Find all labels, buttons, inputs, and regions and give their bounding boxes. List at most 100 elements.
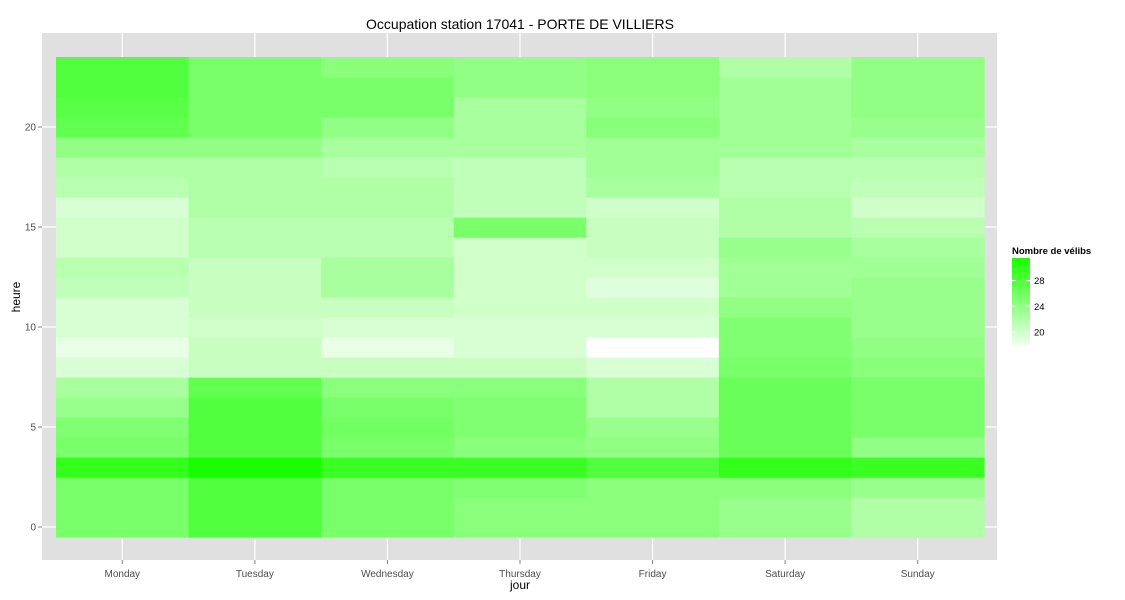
heatmap-cell: [718, 137, 853, 158]
heatmap-cell: [586, 197, 720, 218]
heatmap-cell: [56, 277, 190, 298]
heatmap-cell: [188, 337, 322, 358]
heatmap-cell: [453, 57, 587, 78]
heatmap-cell: [453, 197, 587, 218]
heatmap-cell: [453, 237, 587, 258]
heatmap-cell: [851, 237, 985, 258]
heatmap-cell: [56, 177, 190, 198]
heatmap-cell: [321, 397, 455, 418]
heatmap-cell: [718, 457, 853, 478]
heatmap-cell: [56, 477, 190, 498]
heatmap-cell: [586, 277, 720, 298]
x-tick-label: Tuesday: [236, 569, 274, 580]
heatmap-cell: [321, 57, 455, 78]
heatmap-cell: [321, 477, 455, 498]
heatmap-cell: [453, 377, 587, 398]
y-axis: 0 5 10 15 20: [25, 123, 42, 534]
heatmap-cell: [586, 377, 720, 398]
heatmap-cell: [586, 257, 720, 278]
chart-title: Occupation station 17041 - PORTE DE VILL…: [366, 16, 674, 32]
heatmap-cell: [56, 237, 190, 258]
heatmap-cell: [188, 117, 322, 138]
heatmap-cell: [718, 217, 853, 238]
y-tick-label: 0: [30, 523, 36, 534]
heatmap-cell: [188, 217, 322, 238]
heatmap-cell: [586, 417, 720, 438]
heatmap-cell: [718, 317, 853, 338]
heatmap-cell: [718, 77, 853, 98]
heatmap-cell: [321, 317, 455, 338]
heatmap-cell: [321, 197, 455, 218]
heatmap-cell: [586, 217, 720, 238]
heatmap-cell: [321, 277, 455, 298]
y-axis-title: heure: [9, 281, 23, 312]
heatmap-cell: [586, 317, 720, 338]
heatmap-cell: [718, 377, 853, 398]
heatmap-cell: [586, 357, 720, 378]
heatmap-cell: [188, 477, 322, 498]
legend-tick-label: 24: [1034, 302, 1045, 313]
heatmap-cell: [56, 457, 190, 478]
heatmap-cell: [321, 117, 455, 138]
heatmap-cell: [851, 357, 985, 378]
heatmap-cell: [718, 477, 853, 498]
heatmap-cell: [851, 117, 985, 138]
heatmap-cell: [56, 377, 190, 398]
heatmap-cell: [586, 57, 720, 78]
heatmap-cell: [188, 377, 322, 398]
heatmap-cell: [188, 397, 322, 418]
heatmap-cell: [453, 297, 587, 318]
heatmap-cell: [188, 297, 322, 318]
heatmap-cell: [851, 397, 985, 418]
heatmap-cell: [586, 477, 720, 498]
heatmap-cell: [851, 157, 985, 178]
y-tick-label: 20: [25, 123, 37, 134]
heatmap-cell: [188, 197, 322, 218]
heatmap-cell: [56, 397, 190, 418]
heatmap-cell: [56, 217, 190, 238]
heatmap-cell: [453, 177, 587, 198]
heatmap-cell: [718, 337, 853, 358]
y-tick-label: 10: [25, 323, 37, 334]
heatmap-cell: [586, 137, 720, 158]
color-legend: Nombre de vélibs 20 24 28: [1012, 246, 1091, 345]
x-tick-label: Monday: [104, 569, 140, 580]
heatmap-cell: [586, 177, 720, 198]
heatmap-cell: [586, 337, 720, 358]
heatmap-cell: [188, 457, 322, 478]
heatmap-cell: [453, 157, 587, 178]
heatmap-cell: [188, 157, 322, 178]
heatmap-cell: [851, 457, 985, 478]
heatmap-cell: [188, 517, 322, 538]
heatmap-cell: [453, 337, 587, 358]
heatmap-cell: [56, 497, 190, 518]
heatmap-cell: [321, 77, 455, 98]
heatmap-cell: [321, 517, 455, 538]
heatmap-cell: [321, 97, 455, 118]
heatmap-cell: [56, 157, 190, 178]
heatmap-cell: [56, 77, 190, 98]
heatmap-cell: [453, 317, 587, 338]
heatmap-cell: [718, 97, 853, 118]
heatmap-cell: [586, 237, 720, 258]
heatmap-cell: [718, 497, 853, 518]
heatmap-cell: [453, 357, 587, 378]
heatmap-cell: [453, 397, 587, 418]
x-tick-label: Saturday: [765, 569, 805, 580]
y-tick-label: 5: [30, 423, 36, 434]
heatmap-cell: [56, 117, 190, 138]
heatmap-cell: [586, 437, 720, 458]
heatmap-cell: [718, 157, 853, 178]
legend-ticks: 20 24 28: [1012, 276, 1045, 339]
heatmap-cell: [718, 237, 853, 258]
heatmap-cell: [188, 77, 322, 98]
legend-tick-label: 20: [1034, 328, 1045, 339]
heatmap-cell: [586, 397, 720, 418]
heatmap-cell: [851, 377, 985, 398]
heatmap-cell: [453, 497, 587, 518]
heatmap-cell: [453, 277, 587, 298]
heatmap-cell: [188, 357, 322, 378]
heatmap-cell: [188, 417, 322, 438]
heatmap-cell: [718, 417, 853, 438]
heatmap-cell: [718, 437, 853, 458]
